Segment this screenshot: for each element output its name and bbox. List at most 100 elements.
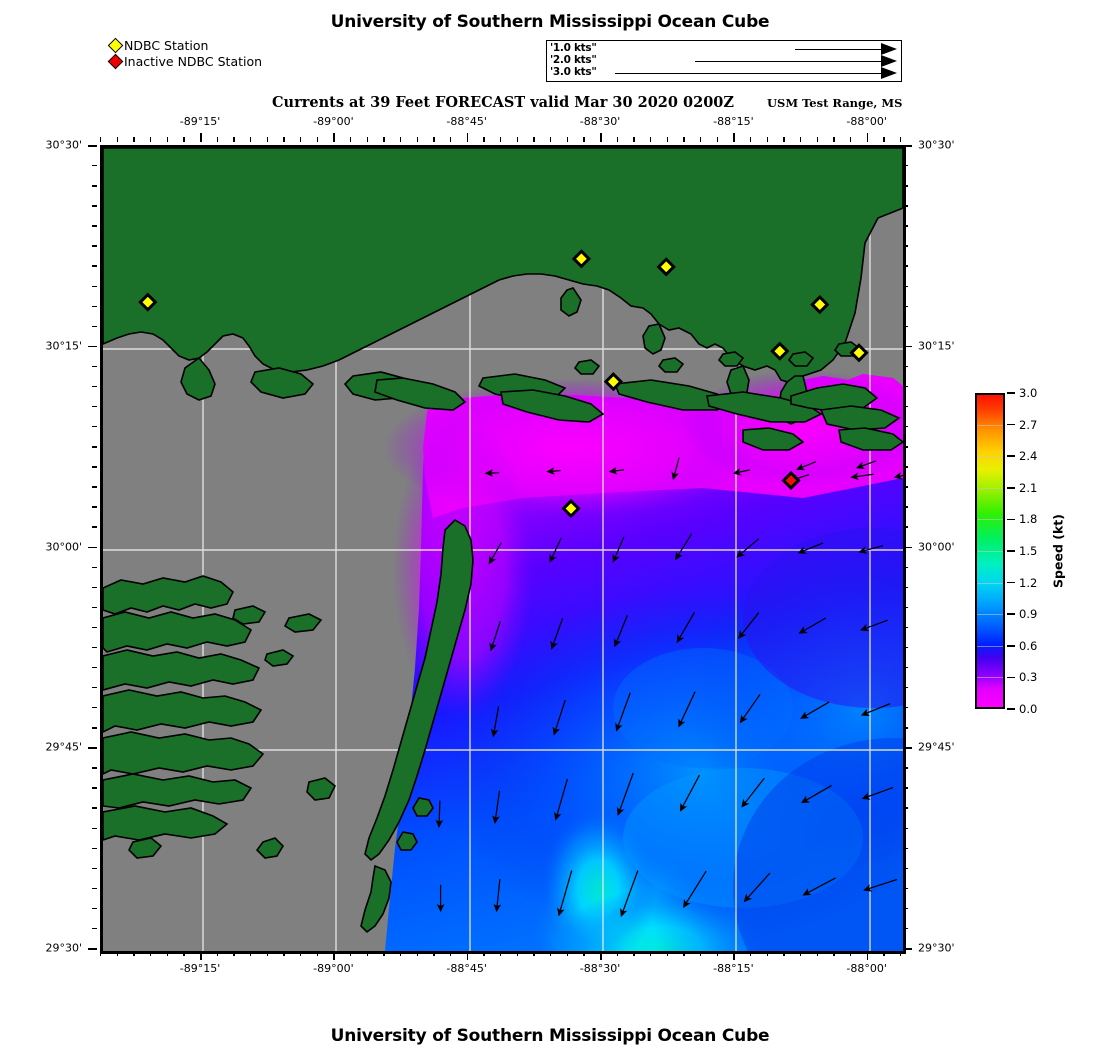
- current-vector-arrow: [546, 467, 561, 475]
- chandeleur-islet-1: [396, 831, 418, 851]
- x-axis-minor-tick: [766, 137, 769, 142]
- y-axis-minor-tick: [92, 646, 97, 649]
- y-axis-minor-tick: [92, 566, 97, 568]
- x-axis-minor-tick: [383, 137, 385, 142]
- bay-detail-c: [642, 323, 666, 355]
- ndbc-station-marker-active[interactable]: [603, 372, 624, 392]
- sound-islet-2: [657, 357, 685, 373]
- x-axis-minor-tick: [233, 137, 235, 142]
- current-vector-arrow: [435, 800, 444, 828]
- delta-islet-2: [283, 613, 323, 633]
- x-axis-minor-tick: [283, 137, 285, 142]
- ndbc-station-marker-active[interactable]: [561, 498, 581, 519]
- y-axis-minor-tick: [92, 405, 97, 408]
- ndbc-station-marker-active[interactable]: [656, 257, 676, 277]
- x-axis-major-tick: [200, 133, 202, 142]
- ndbc-station-layer: [138, 249, 869, 519]
- y-axis-minor-tick: [92, 185, 97, 187]
- y-axis-minor-tick: [92, 245, 97, 247]
- legend-item-inactive-station: Inactive NDBC Station: [107, 53, 263, 70]
- x-axis-minor-tick: [666, 137, 669, 142]
- current-vector-arrow: [553, 778, 569, 821]
- x-axis-minor-tick: [800, 137, 802, 142]
- y-axis-minor-tick: [92, 325, 97, 328]
- x-axis-minor-tick: [250, 137, 252, 142]
- chandeleur-islet-2: [412, 797, 434, 817]
- x-axis-label-bottom: -88°45': [446, 962, 487, 975]
- diamond-marker-icon: [107, 53, 124, 70]
- colorbar-tick: [1007, 423, 1015, 426]
- current-vector-arrow: [676, 612, 695, 644]
- x-axis-label-top: -88°45': [446, 115, 487, 128]
- arrow-head-icon: [881, 43, 897, 55]
- colorbar-title: Speed (kt): [1050, 514, 1066, 588]
- x-axis-minor-tick: [433, 137, 435, 142]
- x-axis-minor-tick: [500, 137, 502, 142]
- legend-label-inactive: Inactive NDBC Station: [124, 54, 263, 69]
- current-vector-arrow: [796, 461, 817, 471]
- current-vector-arrow: [608, 466, 625, 475]
- region-label: USM Test Range, MS: [767, 96, 903, 110]
- vector-scale-line-1: [795, 49, 883, 51]
- delta-marsh-2: [103, 611, 253, 653]
- mainland-coast: [103, 148, 903, 384]
- ndbc-station-marker-active[interactable]: [810, 294, 830, 315]
- x-axis-minor-tick: [900, 137, 902, 142]
- current-vector-arrow: [552, 699, 566, 736]
- x-axis-major-tick: [733, 133, 735, 142]
- ndbc-station-marker-active[interactable]: [770, 341, 790, 361]
- ndbc-station-marker-inactive[interactable]: [781, 470, 801, 491]
- x-axis-label-top: -89°15': [179, 115, 221, 128]
- dauphin-island-east: [819, 405, 901, 431]
- x-axis-minor-tick: [850, 137, 852, 142]
- vector-scale-label-1: '1.0 kts": [550, 42, 597, 54]
- y-axis-minor-tick: [92, 807, 97, 809]
- current-vector-arrow: [732, 468, 751, 476]
- island-se-2: [742, 427, 805, 451]
- y-axis-minor-tick: [92, 526, 97, 528]
- y-axis-major-tick: [88, 546, 97, 549]
- colorbar-inner-gridline: [977, 456, 1003, 458]
- x-axis-minor-tick: [350, 137, 352, 142]
- colorbar-inner-gridline: [977, 614, 1003, 616]
- x-axis-minor-tick: [516, 137, 519, 142]
- current-vector-arrow: [616, 772, 634, 816]
- ndbc-station-marker-active[interactable]: [138, 292, 158, 312]
- colorbar-tick-label: 1.8: [1019, 512, 1038, 527]
- colorbar-inner-gridline: [977, 487, 1003, 489]
- sound-islet-3: [717, 351, 745, 367]
- colorbar-tick-label: 2.7: [1019, 417, 1038, 432]
- current-vector-arrow: [738, 612, 760, 639]
- delta-islet-5: [128, 837, 163, 859]
- current-vector-arrow: [797, 542, 824, 554]
- colorbar-inner-gridline: [977, 424, 1003, 426]
- x-axis-label-top: -88°30': [579, 115, 621, 128]
- current-vector-arrow: [863, 878, 898, 892]
- delta-marsh-6: [103, 773, 253, 809]
- sound-islet-1: [573, 359, 601, 375]
- current-vector-arrow: [861, 786, 894, 800]
- y-axis-minor-tick: [92, 205, 97, 207]
- x-axis-label-top: -88°00': [846, 115, 887, 128]
- y-axis-minor-tick: [92, 426, 97, 428]
- ndbc-station-marker-active[interactable]: [849, 343, 869, 363]
- ndbc-station-marker-active[interactable]: [571, 249, 592, 269]
- current-vector-arrow: [736, 538, 760, 558]
- x-axis-minor-tick: [616, 137, 619, 142]
- x-axis-minor-tick: [750, 137, 752, 142]
- colorbar-inner-gridline: [977, 519, 1003, 521]
- map-plot-area[interactable]: [100, 145, 906, 954]
- y-axis-minor-tick: [92, 486, 97, 488]
- delta-marsh-1: [103, 575, 234, 615]
- x-axis-minor-tick: [483, 137, 485, 142]
- current-vector-arrow: [800, 701, 830, 719]
- colorbar: 0.0 0.3 0.6 0.9 1.2 1.5 1.8 2.1 2.4 2.7 3.0 Speed …: [975, 386, 1085, 716]
- colorbar-tick-label: 0.9: [1019, 607, 1038, 622]
- x-axis-minor-tick: [366, 137, 369, 142]
- y-axis-minor-tick: [92, 385, 97, 388]
- x-axis-label-bottom: -89°15': [179, 962, 221, 975]
- y-axis-minor-tick: [92, 365, 97, 368]
- current-vector-arrow: [557, 870, 573, 917]
- x-axis-minor-tick: [116, 137, 119, 142]
- x-axis-label-bottom: -89°00': [313, 962, 354, 975]
